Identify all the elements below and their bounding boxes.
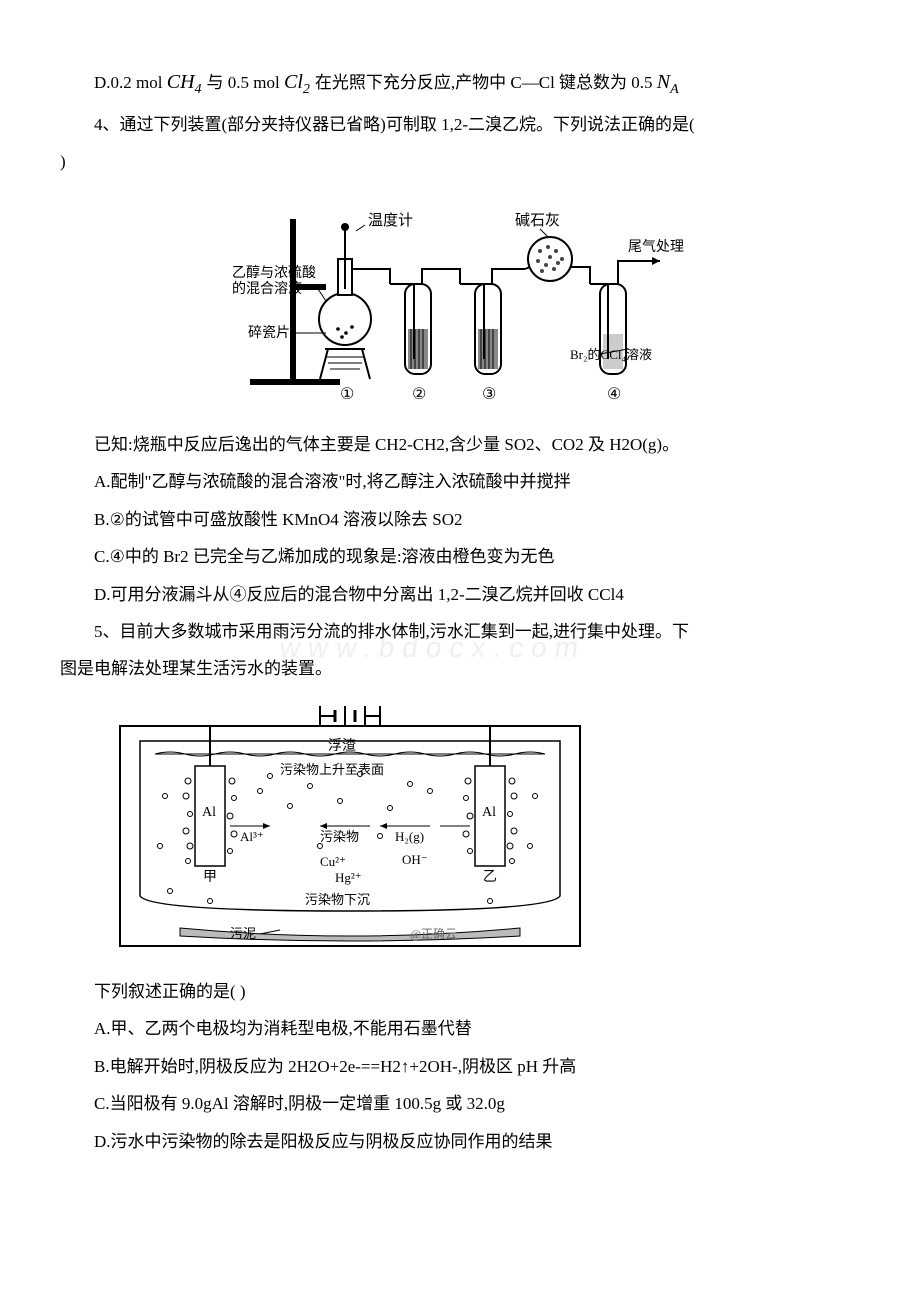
label-sodalime: 碱石灰 xyxy=(515,212,560,229)
q4-apparatus-svg: 温度计 碱石灰 尾气处理 乙醇与浓硫酸 的混合溶液 碎瓷片 Br₂的CCl₄溶液… xyxy=(230,189,690,409)
q3d-cl2-sub: 2 xyxy=(303,82,310,97)
q3d-ch4: CH4 xyxy=(167,71,207,93)
label-n1: ① xyxy=(340,386,354,403)
q5-after: 下列叙述正确的是( ) xyxy=(60,973,860,1010)
q5-opt-c: C.当阳极有 9.0gAl 溶解时,阴极一定增重 100.5g 或 32.0g xyxy=(60,1085,860,1122)
label-pollutant: 污染物 xyxy=(320,829,359,844)
label-sludge: 污泥 xyxy=(230,926,256,941)
q3d-mid1: 与 0.5 mol xyxy=(207,73,280,92)
label-al3: Al³⁺ xyxy=(240,829,264,844)
q5-opt-a: A.甲、乙两个电极均为消耗型电极,不能用石墨代替 xyxy=(60,1010,860,1047)
q3d-mid2: 在光照下充分反应,产物中 C—Cl 键总数为 0.5 xyxy=(315,73,653,92)
label-h2g: H₂(g) xyxy=(395,829,424,844)
label-cu2: Cu²⁺ xyxy=(320,854,346,869)
label-tailgas: 尾气处理 xyxy=(628,239,684,255)
q4-opt-b: B.②的试管中可盛放酸性 KMnO4 溶液以除去 SO2 xyxy=(60,501,860,538)
label-ethanol2: 的混合溶液 xyxy=(232,281,302,297)
label-al-left: Al xyxy=(202,805,216,820)
q3-opt-d: D.0.2 mol CH4 与 0.5 mol Cl2 在光照下充分反应,产物中… xyxy=(60,60,860,106)
q3d-ch4-sub: 4 xyxy=(195,82,202,97)
q3d-ch4-base: CH xyxy=(167,71,195,93)
q4-known: 已知:烧瓶中反应后逸出的气体主要是 CH2-CH2,含少量 SO2、CO2 及 … xyxy=(60,426,860,463)
label-ethanol1: 乙醇与浓硫酸 xyxy=(232,264,316,281)
label-al-right: Al xyxy=(482,805,496,820)
label-n3: ③ xyxy=(482,386,496,403)
q5-diagram: 浮渣 污染物上升至表面 Al Al Al³⁺ 污染物 H₂(g) Cu²⁺ Hg… xyxy=(110,696,590,969)
q3d-na: NA xyxy=(657,71,679,93)
label-chips: 碎瓷片 xyxy=(248,325,290,341)
q4-opt-c: C.④中的 Br2 已完全与乙烯加成的现象是:溶液由橙色变为无色 xyxy=(60,538,860,575)
label-sink: 污染物下沉 xyxy=(305,892,370,907)
label-yi: 乙 xyxy=(483,869,497,885)
q4-opt-d: D.可用分液漏斗从④反应后的混合物中分离出 1,2-二溴乙烷并回收 CCl4 xyxy=(60,576,860,613)
q4-diagram: 温度计 碱石灰 尾气处理 乙醇与浓硫酸 的混合溶液 碎瓷片 Br₂的CCl₄溶液… xyxy=(60,189,860,422)
q3d-pre: D.0.2 mol xyxy=(94,73,162,92)
label-n2: ② xyxy=(412,386,426,403)
q5-stem-b: 图是电解法处理某生活污水的装置。 xyxy=(60,650,860,687)
label-oh: OH⁻ xyxy=(402,852,428,867)
q3d-na-sub: A xyxy=(670,82,679,97)
label-br2: Br₂的CCl₄溶液 xyxy=(570,347,652,362)
label-n4: ④ xyxy=(607,386,621,403)
q4-opt-a: A.配制"乙醇与浓硫酸的混合溶液"时,将乙醇注入浓硫酸中并搅拌 xyxy=(60,463,860,500)
label-jia: 甲 xyxy=(203,870,217,885)
q5-stem-a: 5、目前大多数城市采用雨污分流的排水体制,污水汇集到一起,进行集中处理。下 xyxy=(60,613,860,650)
q3d-cl2: Cl2 xyxy=(284,71,315,93)
q5-opt-b: B.电解开始时,阴极反应为 2H2O+2e-==H2↑+2OH-,阴极区 pH … xyxy=(60,1048,860,1085)
q4-stem-b: ) xyxy=(60,143,860,180)
label-hg2: Hg²⁺ xyxy=(335,870,362,885)
q5-electrolysis-svg: 浮渣 污染物上升至表面 Al Al Al³⁺ 污染物 H₂(g) Cu²⁺ Hg… xyxy=(110,696,590,956)
q3d-na-base: N xyxy=(657,71,670,93)
label-rise: 污染物上升至表面 xyxy=(280,762,384,777)
q4-stem-a: 4、通过下列装置(部分夹持仪器已省略)可制取 1,2-二溴乙烷。下列说法正确的是… xyxy=(60,106,860,143)
label-zhengque: @正确云 xyxy=(410,927,457,941)
q5-opt-d: D.污水中污染物的除去是阳极反应与阴极反应协同作用的结果 xyxy=(60,1123,860,1160)
label-scum: 浮渣 xyxy=(328,738,356,754)
label-thermometer: 温度计 xyxy=(368,212,413,229)
q3d-cl2-base: Cl xyxy=(284,71,303,93)
